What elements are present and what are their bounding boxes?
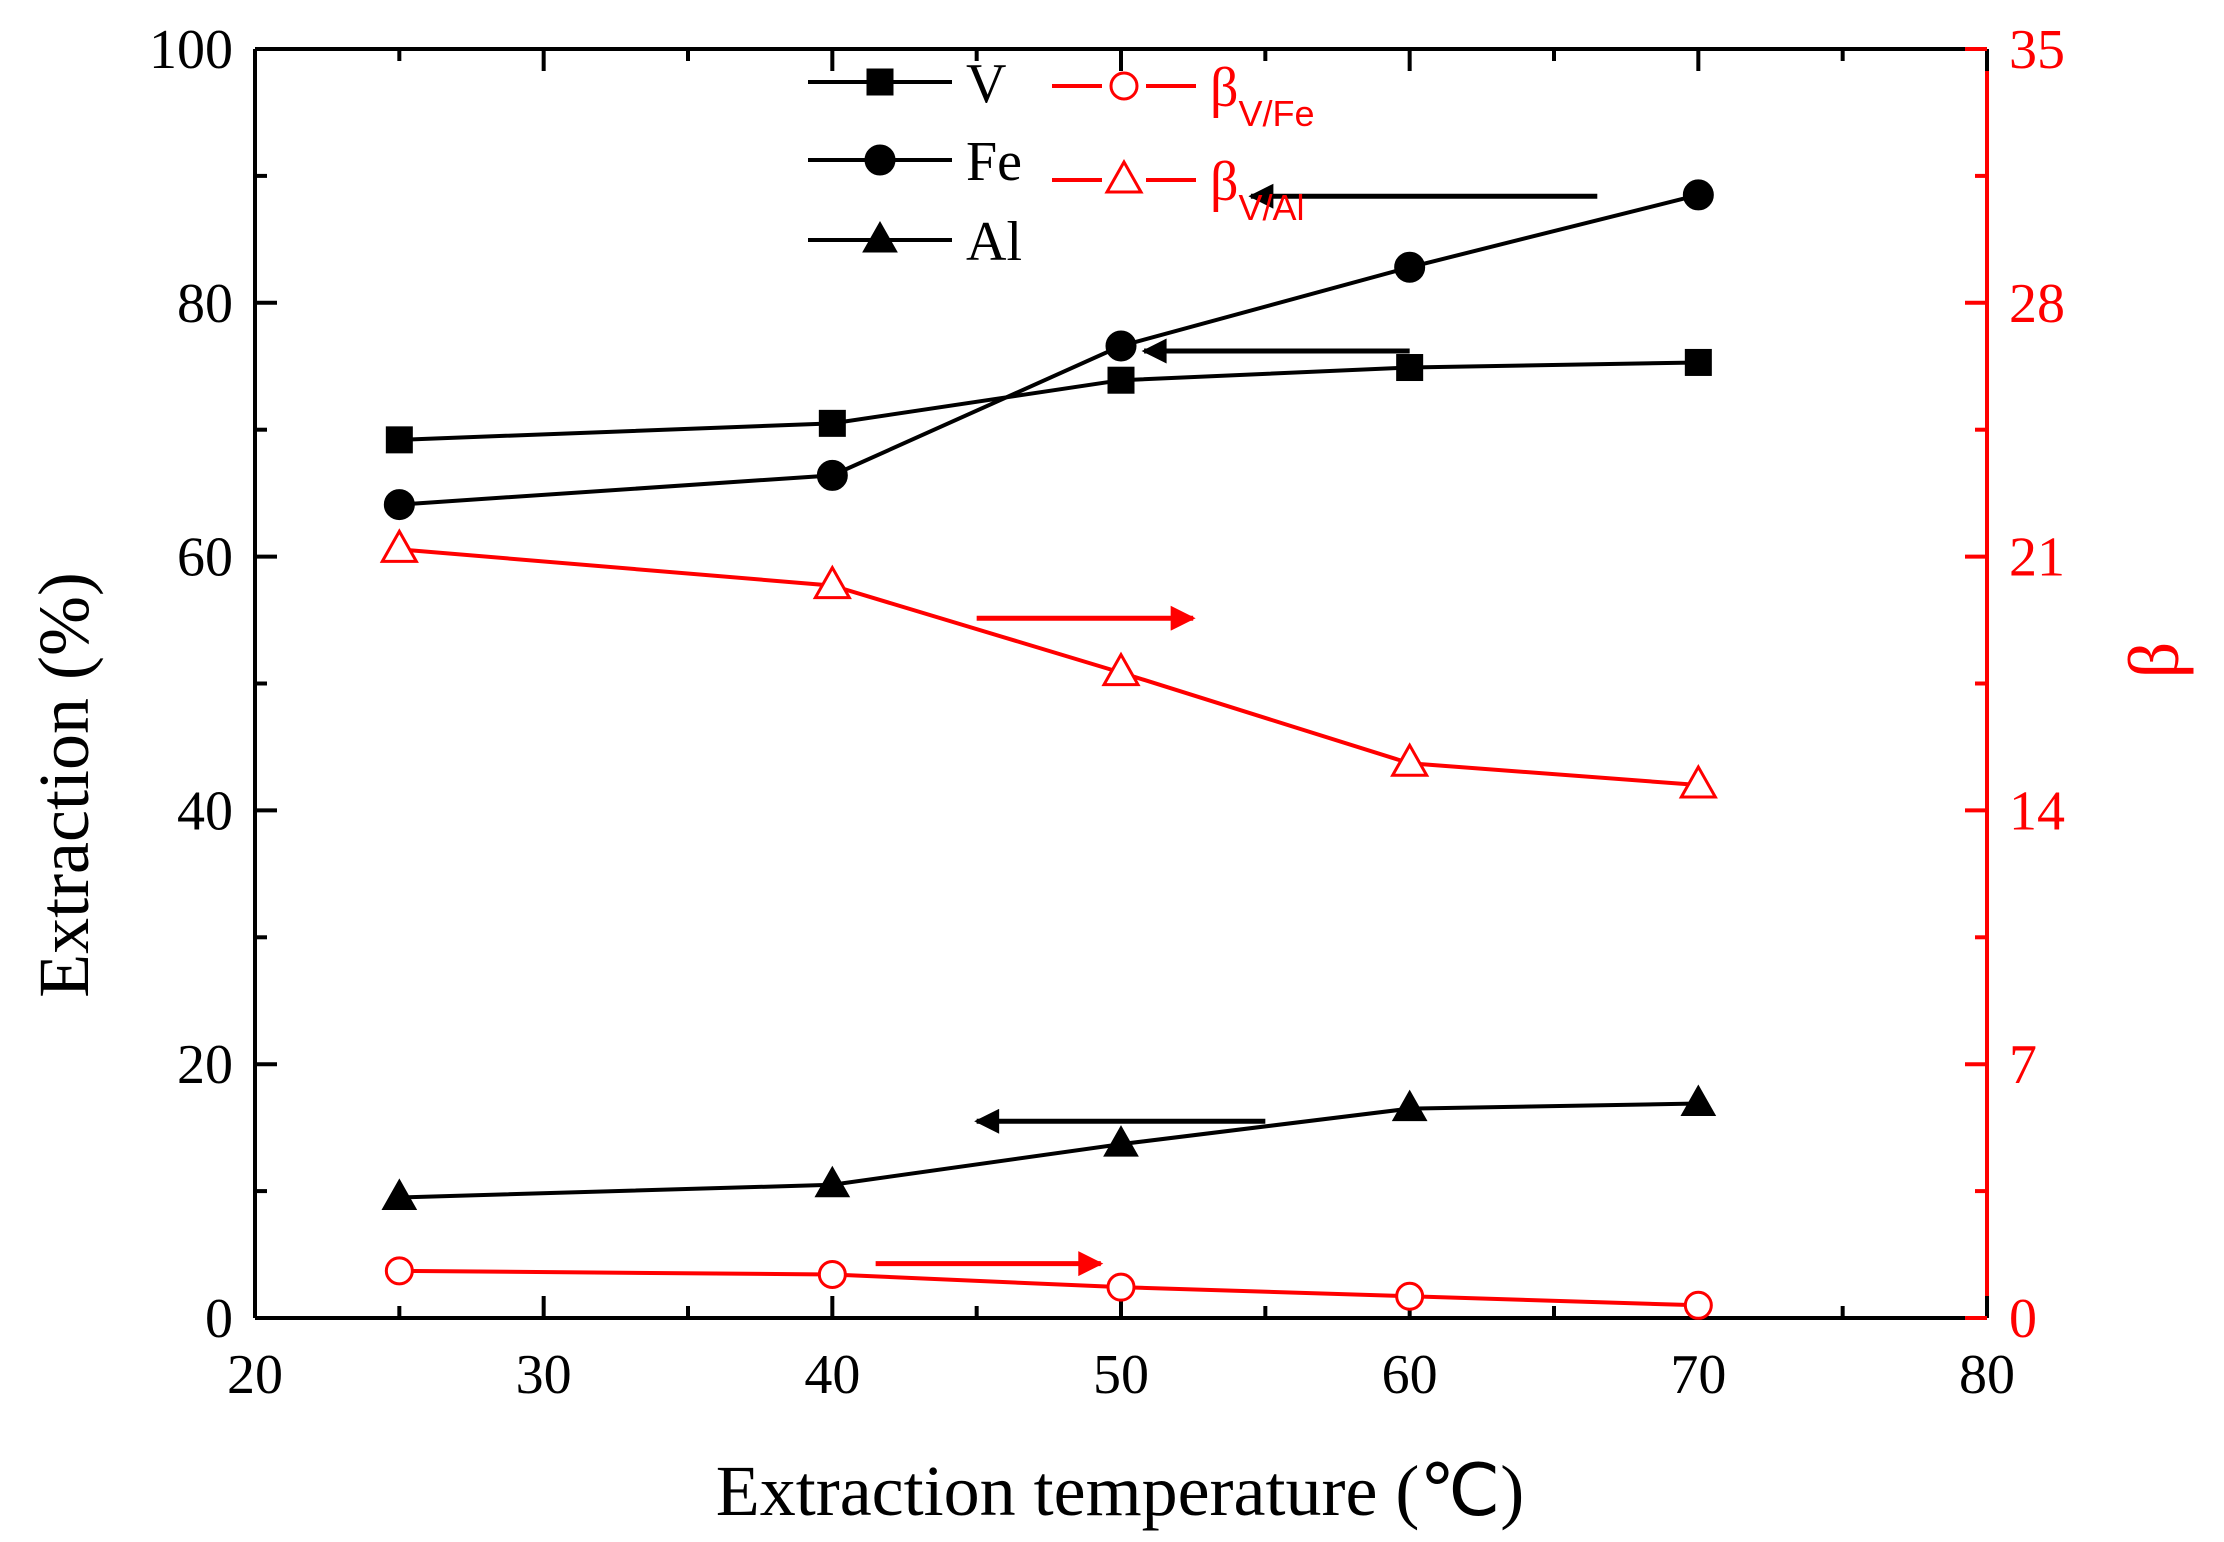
data-point <box>812 564 852 600</box>
x-tick-label: 80 <box>1959 1344 2015 1406</box>
data-point <box>817 1259 847 1289</box>
data-point <box>818 409 846 437</box>
data-point <box>1395 1281 1425 1311</box>
legend-subscript: V/Al <box>1239 187 1305 228</box>
series-β-v-fe <box>384 1256 1713 1320</box>
x-tick-label: 40 <box>804 1344 860 1406</box>
data-point <box>1684 348 1712 376</box>
series-v <box>385 348 1712 454</box>
series-line <box>399 1101 1699 1200</box>
data-point <box>1682 179 1714 211</box>
legend-item: Al <box>808 211 1022 273</box>
legend-marker <box>862 220 898 253</box>
legend: V Fe Al βV/Fe βV/Al <box>808 53 1315 273</box>
legend-marker <box>866 68 894 96</box>
legend-marker <box>1104 158 1144 194</box>
data-point <box>1683 1290 1713 1320</box>
series-line <box>399 360 1699 442</box>
y2-tick-label: 0 <box>2009 1288 2037 1350</box>
legend-marker <box>864 144 896 176</box>
legend-label: Al <box>966 211 1022 273</box>
x-tick-label: 20 <box>227 1344 283 1406</box>
y-tick-label: 40 <box>177 780 233 842</box>
legend-item: Fe <box>808 131 1022 193</box>
y2-tick-label: 21 <box>2009 527 2065 589</box>
data-point <box>1105 330 1137 362</box>
y-tick-label: 60 <box>177 527 233 589</box>
legend-label: βV/Fe <box>1210 57 1315 134</box>
data-point <box>1391 1089 1428 1122</box>
x-tick-label: 60 <box>1382 1344 1438 1406</box>
data-point <box>1394 251 1426 283</box>
y2-tick-label: 28 <box>2009 273 2065 335</box>
series-layer <box>379 179 1718 1320</box>
x-tick-label: 70 <box>1670 1344 1726 1406</box>
data-point <box>1101 651 1141 687</box>
series-line <box>399 1268 1699 1308</box>
legend-item: V <box>808 53 1006 115</box>
y2-tick-label: 14 <box>2009 780 2065 842</box>
data-point <box>379 528 419 563</box>
legend-item: βV/Fe <box>1052 57 1315 134</box>
data-point <box>383 489 415 521</box>
y2-axis-title: β <box>2114 642 2194 679</box>
data-point <box>1103 1125 1139 1157</box>
series-al <box>381 1084 1717 1210</box>
legend-marker <box>1109 71 1139 101</box>
series-line <box>399 192 1699 507</box>
legend-label: Fe <box>966 131 1022 193</box>
direction-arrows <box>875 183 1598 1277</box>
data-point <box>381 1178 418 1210</box>
y-axis-title: Extraction (%) <box>24 572 104 998</box>
y-tick-label: 0 <box>205 1288 233 1350</box>
data-point <box>1396 354 1424 382</box>
x-tick-label: 30 <box>516 1344 572 1406</box>
data-point <box>1680 1084 1717 1117</box>
y-tick-label: 80 <box>177 273 233 335</box>
data-point <box>1107 366 1135 394</box>
series-fe <box>383 179 1714 521</box>
data-point <box>384 1256 414 1286</box>
data-point <box>385 426 413 454</box>
data-point <box>1106 1272 1136 1302</box>
y-tick-label: 100 <box>149 19 233 81</box>
data-point <box>1678 763 1718 799</box>
series-line <box>399 547 1699 788</box>
y2-tick-label: 35 <box>2009 19 2065 81</box>
x-tick-label: 50 <box>1093 1344 1149 1406</box>
data-point <box>1390 742 1430 777</box>
data-point <box>816 459 848 491</box>
y2-tick-label: 7 <box>2009 1034 2037 1096</box>
data-point <box>814 1165 851 1198</box>
legend-item: βV/Al <box>1052 151 1305 228</box>
legend-label: βV/Al <box>1210 151 1305 228</box>
x-axis-title: Extraction temperature (℃) <box>716 1451 1525 1531</box>
y-tick-label: 20 <box>177 1034 233 1096</box>
legend-subscript: V/Fe <box>1239 93 1315 134</box>
legend-label: V <box>966 53 1006 115</box>
series-β-v-al <box>379 528 1718 799</box>
